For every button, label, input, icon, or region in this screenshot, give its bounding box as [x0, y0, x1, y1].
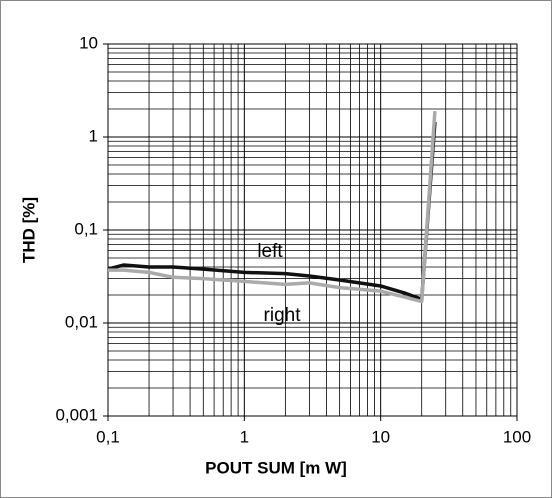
series-label: left [257, 241, 283, 262]
x-tick-label: 0,1 [96, 427, 120, 446]
series-label: right [264, 305, 302, 326]
plot-border [107, 43, 518, 417]
y-tick-label: 0,1 [74, 219, 98, 238]
y-tick-label: 0,01 [65, 312, 98, 331]
y-axis-title: THD [%] [19, 197, 38, 263]
x-axis-title: POUT SUM [m W] [205, 458, 347, 477]
x-tick-label: 1 [240, 427, 249, 446]
y-tick-label: 0,001 [55, 405, 98, 424]
x-tick-label: 10 [371, 427, 390, 446]
series-line [107, 121, 437, 302]
x-tick-label: 100 [503, 427, 531, 446]
series-line [108, 110, 437, 304]
y-tick-label: 1 [89, 126, 98, 145]
y-tick-label: 10 [79, 33, 98, 52]
